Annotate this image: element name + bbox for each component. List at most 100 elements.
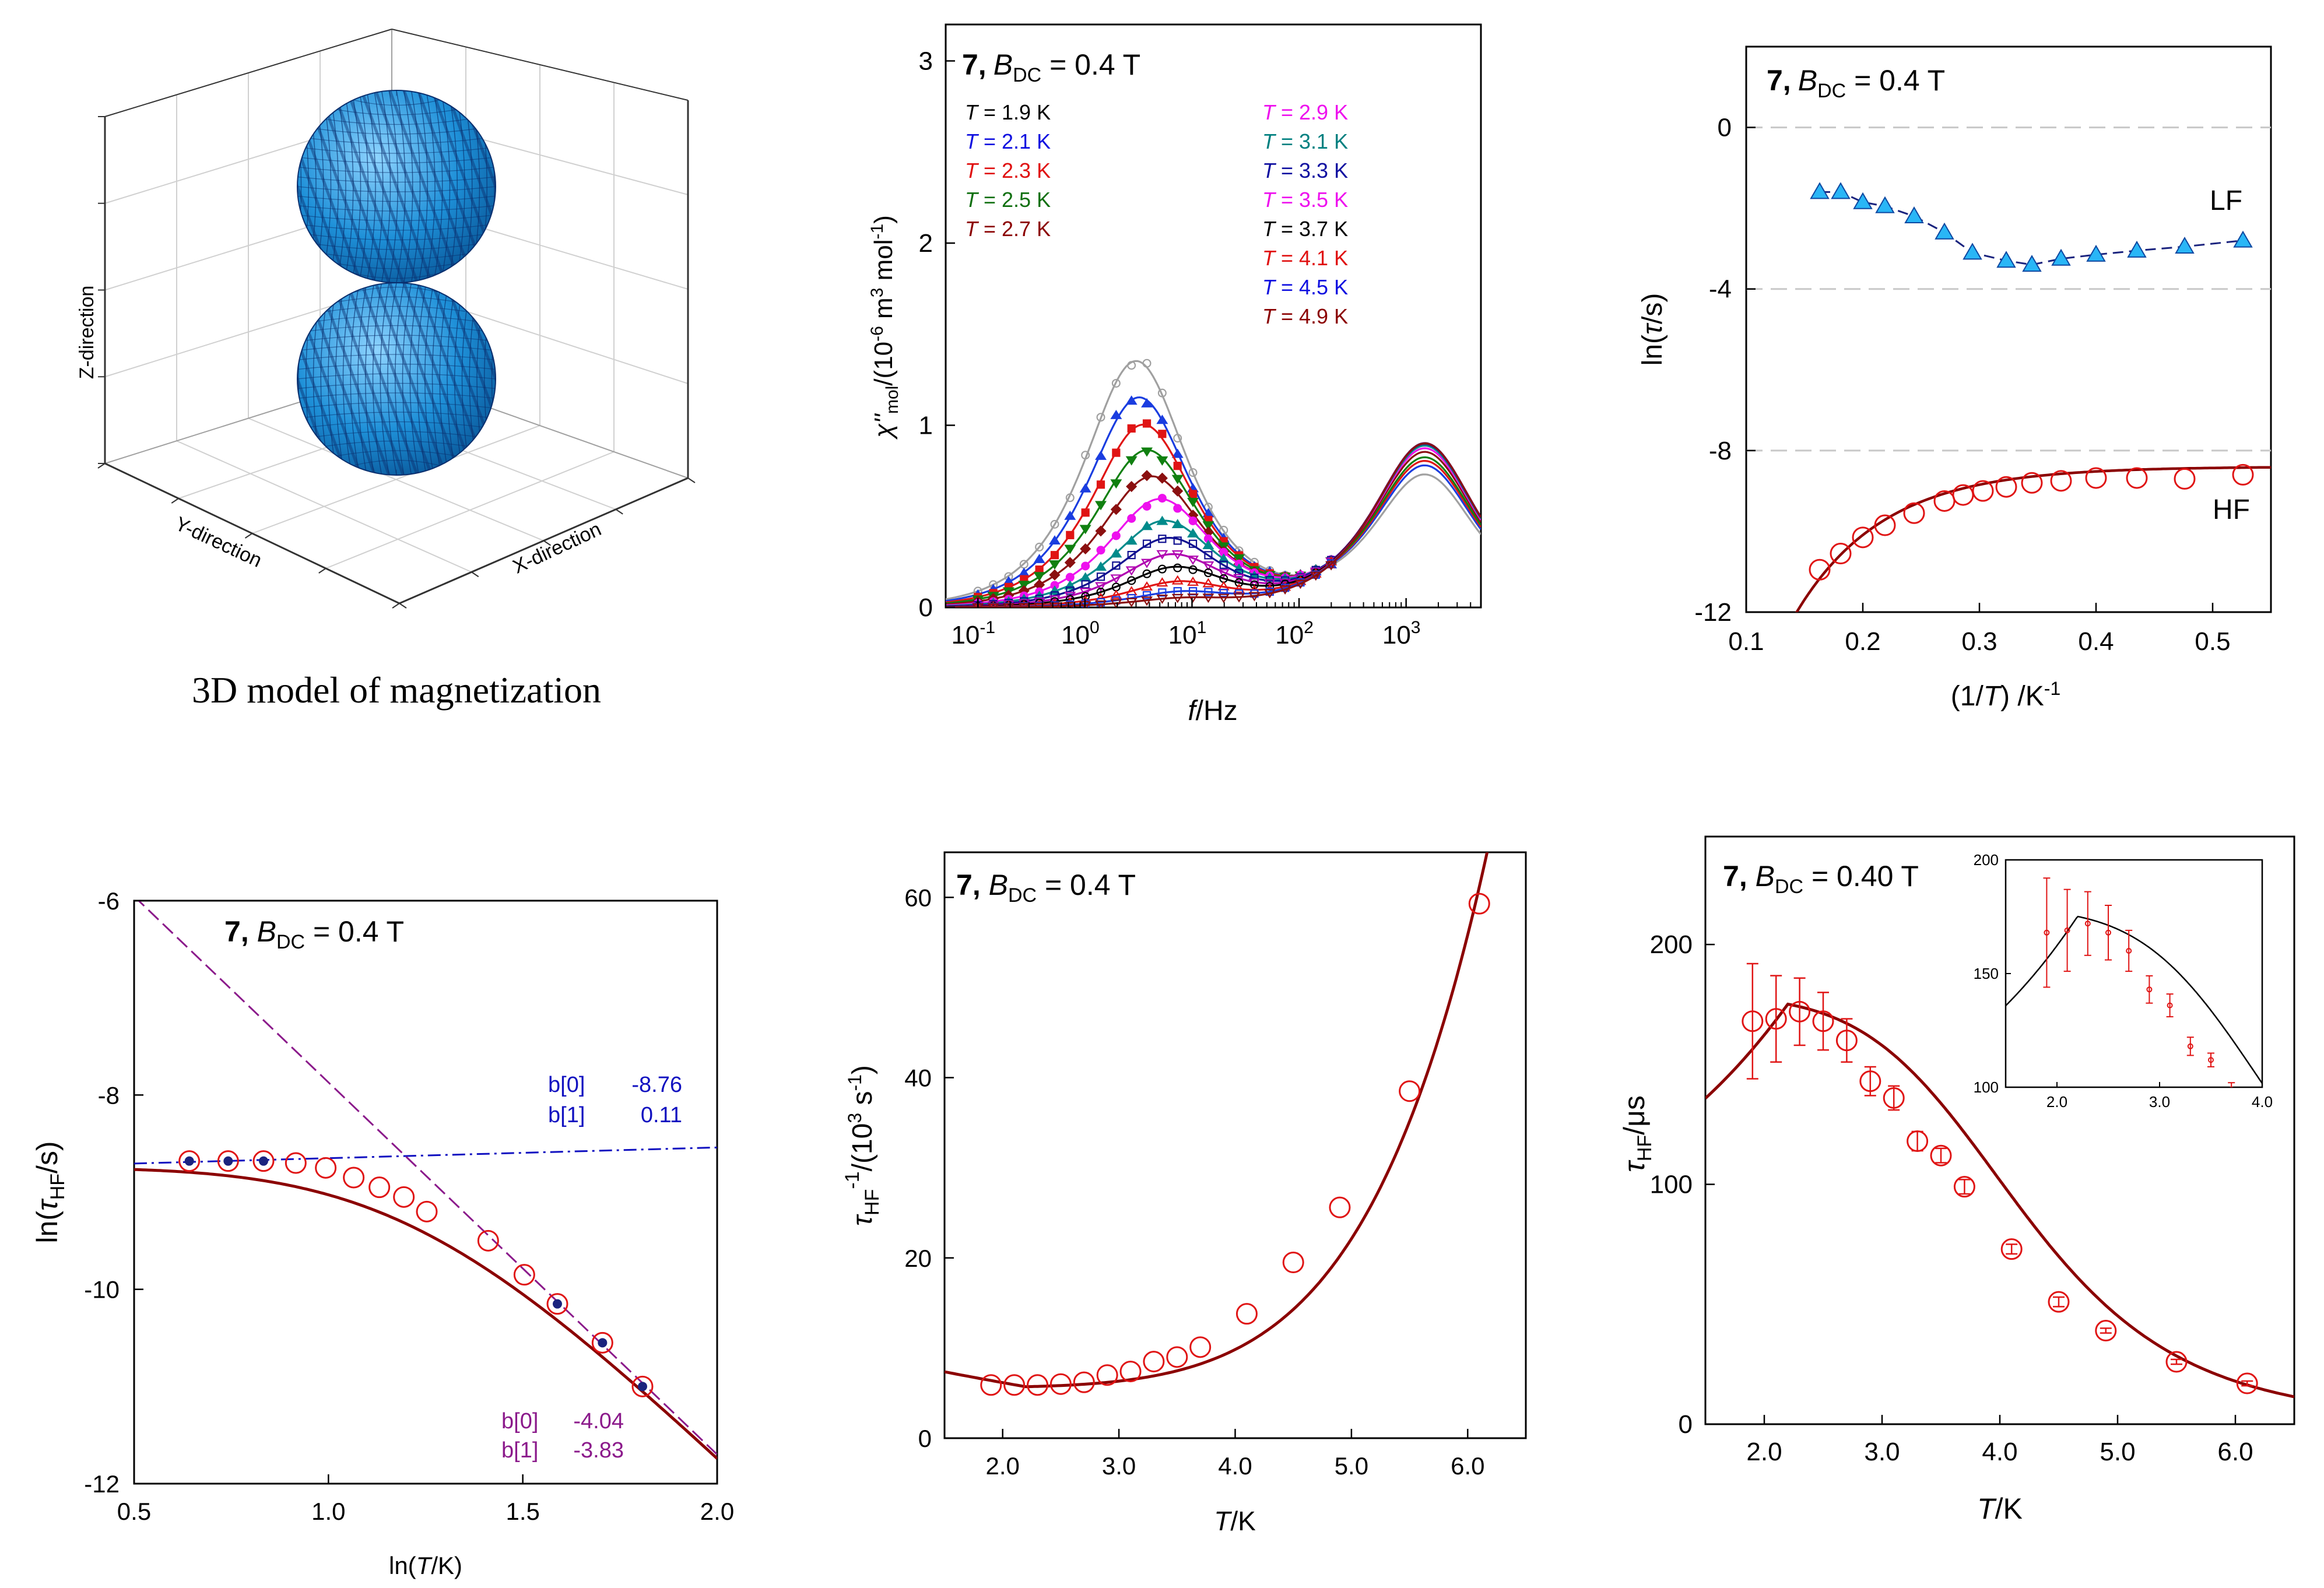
chi-data-point bbox=[1202, 539, 1214, 549]
chi-data-point bbox=[1125, 456, 1138, 466]
inset-data-point bbox=[2187, 1043, 2193, 1049]
tau-data-point bbox=[1859, 1070, 1881, 1092]
mesh-meridian bbox=[410, 90, 421, 283]
chi-data-point bbox=[1248, 578, 1261, 588]
fit2-b1-label: b[1] bbox=[501, 1438, 538, 1463]
tau-series-group bbox=[1705, 962, 2294, 1399]
mesh-parallel bbox=[353, 272, 440, 279]
chi-data-point bbox=[1158, 588, 1167, 597]
chi-data-point bbox=[1234, 578, 1244, 587]
mesh-parallel bbox=[336, 263, 457, 269]
chi-data-point bbox=[1156, 472, 1168, 484]
chi-data-point bbox=[1158, 535, 1167, 543]
arrh-grid bbox=[1746, 127, 2271, 452]
arrh-x-tick-label: 0.2 bbox=[1845, 627, 1880, 656]
inset-data-point bbox=[2208, 1057, 2214, 1063]
arrh-hf-point bbox=[1852, 526, 1874, 549]
chi-data-point bbox=[1064, 557, 1076, 568]
lnln-data-point bbox=[178, 1150, 201, 1172]
chi-data-point bbox=[1142, 502, 1152, 511]
legend-T: T bbox=[1262, 100, 1277, 124]
fit1-b1-value: 0.11 bbox=[641, 1103, 682, 1127]
tau-title: 7, BDC = 0.40 T bbox=[1723, 860, 1919, 898]
chi-data-point bbox=[1065, 572, 1075, 582]
chi-data-point bbox=[1202, 578, 1214, 588]
mesh-meridian bbox=[402, 283, 412, 475]
lnln-data-point bbox=[285, 1152, 307, 1174]
chi-data-point bbox=[1110, 589, 1122, 599]
chi-data-point bbox=[1310, 571, 1322, 581]
chi-data-point bbox=[1142, 539, 1152, 548]
lnln-x-tick-label: 1.5 bbox=[505, 1498, 539, 1525]
lnln-fitted-point bbox=[553, 1299, 562, 1309]
mesh-parallel bbox=[353, 99, 440, 106]
tau-ylabel: τHF/μs bbox=[1618, 1095, 1656, 1172]
fit2-b0-value: -4.04 bbox=[573, 1409, 624, 1434]
chi-data-point bbox=[1019, 600, 1028, 607]
tick-exp: 1 bbox=[1197, 618, 1207, 637]
mesh-parallel bbox=[310, 138, 483, 145]
arrh-hf-point bbox=[1995, 476, 2017, 498]
legend-value: = 4.5 K bbox=[1275, 275, 1348, 299]
chi-data-point bbox=[1096, 480, 1105, 489]
chi-data-point bbox=[1048, 535, 1061, 545]
chi-data-point bbox=[1079, 483, 1091, 493]
lnln-fit2-line bbox=[137, 901, 717, 1456]
legend-T: T bbox=[965, 129, 980, 153]
rate-data-point bbox=[1119, 1361, 1142, 1383]
fit1-b1-label: b[1] bbox=[548, 1103, 585, 1127]
arrh-hf-point bbox=[2174, 468, 2196, 490]
arrh-lf-label: LF bbox=[2210, 185, 2242, 216]
mesh-meridian bbox=[409, 283, 419, 475]
chi-data-point bbox=[1233, 593, 1245, 603]
chi-data-point bbox=[1187, 498, 1199, 507]
axis-tick bbox=[615, 508, 623, 515]
mesh-meridian bbox=[336, 90, 346, 283]
chi-data-point bbox=[1233, 584, 1245, 593]
chi-data-point bbox=[1127, 550, 1136, 560]
mesh-parallel bbox=[306, 412, 487, 418]
tau-data-point bbox=[1812, 1010, 1834, 1032]
rate-data-point bbox=[1329, 1196, 1351, 1218]
lnln-fitted-point bbox=[259, 1156, 268, 1166]
lnln-x-tick-label: 2.0 bbox=[700, 1498, 734, 1525]
chi-data-point bbox=[1066, 530, 1075, 539]
chi-data-point bbox=[1081, 561, 1090, 571]
chi-data-point bbox=[1125, 598, 1138, 607]
chi-data-point bbox=[1173, 536, 1182, 545]
chi-data-point bbox=[1202, 561, 1214, 571]
chi-data-point bbox=[1110, 574, 1122, 584]
arrh-x-tick-label: 0.5 bbox=[2195, 627, 2230, 656]
chi-data-point bbox=[1141, 581, 1153, 591]
chi-y-tick-label: 0 bbox=[919, 593, 933, 622]
chi-data-point bbox=[1219, 560, 1228, 569]
tau-x-tick-label: 3.0 bbox=[1864, 1438, 1900, 1466]
mesh-band bbox=[374, 90, 447, 283]
mesh-meridian bbox=[372, 283, 382, 475]
chi-data-point bbox=[1325, 561, 1337, 571]
mesh-meridian bbox=[344, 90, 354, 283]
chi-data-point bbox=[1156, 550, 1168, 560]
chi-data-point bbox=[1156, 414, 1168, 424]
fit1-b0-value: -8.76 bbox=[631, 1073, 682, 1097]
chi-data-point bbox=[1203, 568, 1213, 578]
lnln-data-point bbox=[343, 1167, 365, 1189]
chi-data-point bbox=[1095, 582, 1107, 592]
rate-data-point bbox=[1235, 1303, 1258, 1325]
mesh-band bbox=[297, 283, 348, 475]
mesh-meridian bbox=[448, 90, 458, 283]
chi-data-point bbox=[1125, 535, 1138, 545]
tau-data-point bbox=[2165, 1351, 2188, 1373]
chi-data-point bbox=[1095, 525, 1107, 537]
mesh-band bbox=[360, 90, 433, 283]
mesh-parallel bbox=[301, 215, 492, 222]
chi-data-point bbox=[1127, 424, 1136, 433]
tau-inset-frame bbox=[2004, 859, 2263, 1088]
mesh-meridian bbox=[424, 283, 434, 475]
chi-series-group bbox=[946, 359, 1481, 607]
arrh-lf-point bbox=[2175, 236, 2195, 254]
chi-data-point bbox=[1294, 579, 1307, 589]
arrh-ticks-group: 0.1 0.2 0.3 0.4 0.5 -12 -8 -4 0 bbox=[1694, 114, 2230, 656]
inset-data-point bbox=[2044, 929, 2050, 936]
